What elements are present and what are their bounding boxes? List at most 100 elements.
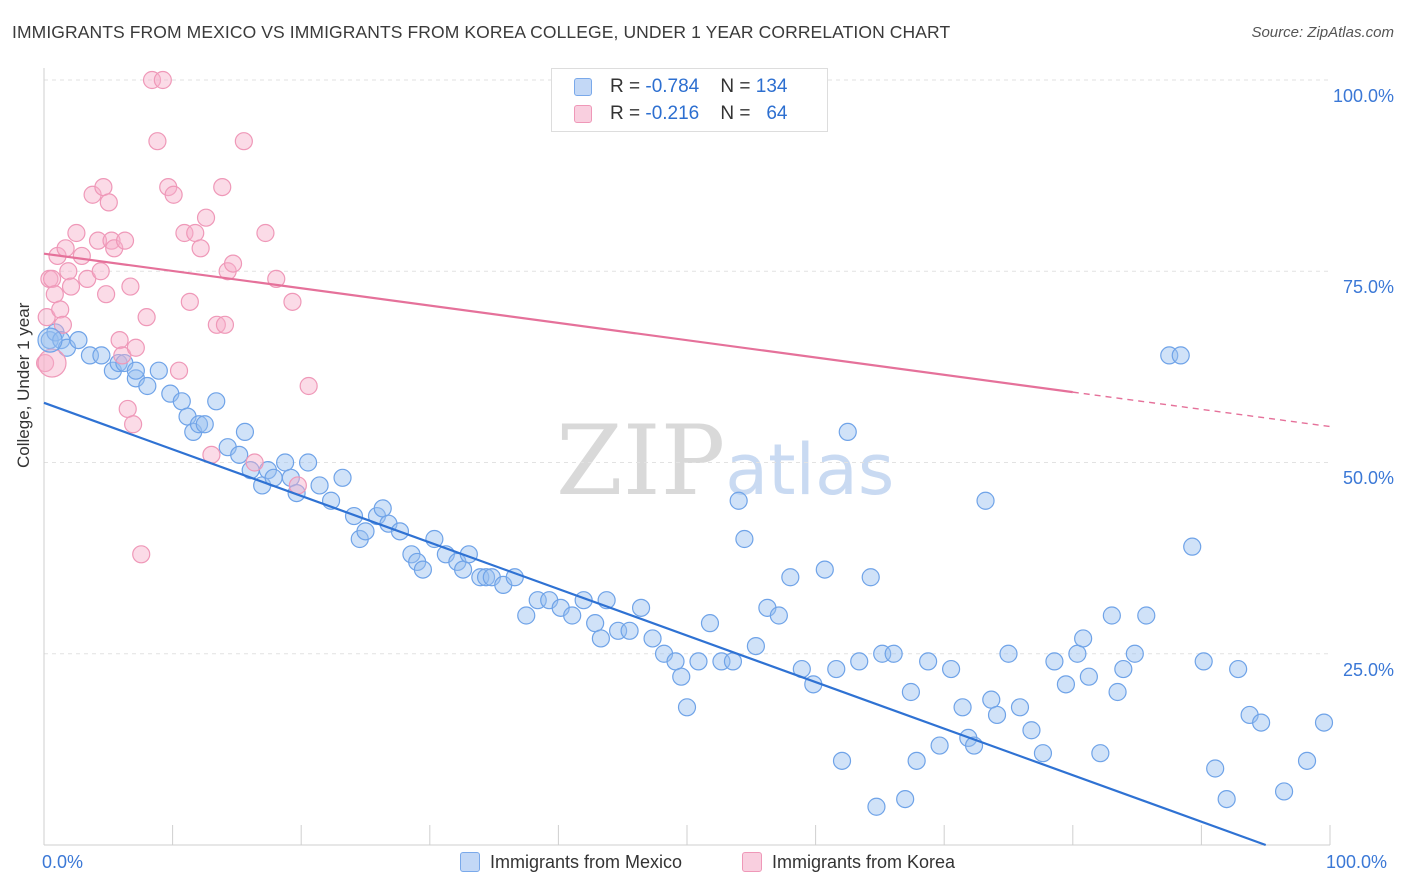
mexico-point bbox=[838, 422, 857, 441]
mexico-point bbox=[941, 659, 961, 679]
korea-point bbox=[61, 277, 81, 296]
mexico-point bbox=[149, 361, 168, 380]
korea-point bbox=[35, 353, 55, 373]
mexico-point bbox=[700, 614, 720, 633]
mexico-point bbox=[1074, 629, 1093, 648]
mexico-point bbox=[896, 789, 915, 809]
mexico-point bbox=[769, 606, 788, 625]
korea-point bbox=[72, 246, 91, 266]
bottom-legend-korea: Immigrants from Korea bbox=[742, 852, 955, 873]
korea-trend-extension bbox=[1072, 391, 1331, 428]
mexico-point bbox=[92, 346, 111, 365]
mexico-point bbox=[666, 652, 685, 671]
korea-point bbox=[283, 292, 302, 311]
korea-point bbox=[299, 376, 318, 396]
korea-point bbox=[256, 223, 275, 243]
korea-swatch bbox=[574, 105, 592, 123]
mexico-point bbox=[1183, 537, 1202, 556]
mexico-point bbox=[930, 736, 949, 755]
mexico-point bbox=[677, 698, 697, 717]
mexico-point bbox=[1102, 606, 1121, 625]
mexico-point bbox=[189, 415, 209, 434]
korea-point bbox=[164, 185, 183, 204]
mexico-point bbox=[1217, 789, 1236, 809]
mexico-point bbox=[982, 690, 1001, 709]
korea-point bbox=[142, 70, 162, 90]
mexico-point bbox=[333, 468, 352, 487]
mexico-point bbox=[37, 327, 63, 353]
mexico-point bbox=[1033, 744, 1053, 763]
mexico-point bbox=[620, 621, 639, 640]
mexico-point bbox=[976, 491, 995, 510]
korea-point bbox=[59, 262, 78, 281]
bottom-legend-mexico-label: Immigrants from Mexico bbox=[490, 852, 683, 872]
mexico-point bbox=[1137, 606, 1156, 625]
legend-n-value-mexico: 134 bbox=[755, 76, 788, 97]
korea-point bbox=[126, 338, 145, 357]
korea-point bbox=[37, 308, 56, 327]
korea-point bbox=[215, 315, 235, 334]
legend-n-label: N = bbox=[720, 103, 756, 124]
mexico-point bbox=[517, 606, 536, 625]
mexico-point bbox=[356, 522, 375, 541]
legend-n-value-korea: 64 bbox=[766, 103, 788, 124]
korea-point bbox=[196, 208, 216, 227]
legend-r-label: R = bbox=[610, 103, 646, 124]
korea-point bbox=[234, 132, 253, 151]
mexico-point bbox=[672, 667, 691, 686]
legend-r-value-korea: -0.216 bbox=[645, 103, 700, 124]
mexico-point bbox=[1022, 721, 1041, 740]
korea-point bbox=[186, 223, 205, 243]
mexico-point bbox=[901, 682, 921, 702]
mexico-point bbox=[689, 652, 708, 671]
watermark: ZIPatlas bbox=[556, 405, 894, 517]
korea-point bbox=[88, 231, 108, 250]
korea-point bbox=[115, 231, 135, 250]
korea-point bbox=[137, 308, 156, 327]
korea-point bbox=[213, 178, 232, 197]
korea-point bbox=[110, 331, 129, 350]
mexico-point bbox=[884, 644, 903, 663]
mexico-point bbox=[919, 652, 938, 671]
mexico-point bbox=[850, 652, 869, 671]
mexico-point bbox=[1079, 667, 1098, 686]
legend-r-label: R = bbox=[610, 76, 646, 97]
mexico-point bbox=[1229, 659, 1248, 679]
korea-point bbox=[113, 346, 132, 365]
legend-n-label: N = bbox=[720, 76, 756, 97]
mexico-trend-line bbox=[43, 401, 1267, 847]
mexico-point bbox=[735, 529, 754, 549]
mexico-point bbox=[832, 751, 852, 770]
bottom-legend-korea-label: Immigrants from Korea bbox=[772, 852, 956, 872]
bottom-legend-mexico: Immigrants from Mexico bbox=[460, 852, 682, 873]
korea-point bbox=[132, 545, 151, 564]
mexico-point bbox=[631, 598, 651, 617]
korea-point bbox=[45, 285, 64, 304]
korea-point bbox=[118, 399, 137, 419]
x-tick-label: 0.0% bbox=[42, 852, 84, 872]
korea-point bbox=[180, 292, 199, 311]
korea-point bbox=[124, 415, 143, 434]
korea-point bbox=[223, 254, 243, 273]
x-tick-label: 100.0% bbox=[1326, 852, 1388, 872]
mexico-point bbox=[1194, 652, 1213, 671]
korea-point bbox=[191, 239, 210, 258]
mexico-point bbox=[69, 331, 88, 350]
mexico-point bbox=[1252, 713, 1271, 732]
mexico-point bbox=[476, 568, 496, 587]
mexico-point bbox=[563, 606, 582, 625]
korea-point bbox=[37, 348, 67, 378]
mexico-point bbox=[1114, 659, 1133, 679]
mexico-point bbox=[207, 392, 226, 411]
mexico-point bbox=[413, 560, 433, 579]
mexico-point bbox=[586, 614, 605, 633]
source-label: Source: ZipAtlas.com bbox=[1251, 24, 1394, 41]
mexico-point bbox=[1056, 675, 1076, 694]
korea-point bbox=[153, 70, 172, 90]
mexico-point bbox=[276, 453, 295, 472]
mexico-point bbox=[861, 568, 880, 587]
legend-r-value-mexico: -0.784 bbox=[645, 76, 700, 97]
mexico-point bbox=[643, 629, 662, 648]
mexico-point bbox=[1125, 644, 1144, 663]
